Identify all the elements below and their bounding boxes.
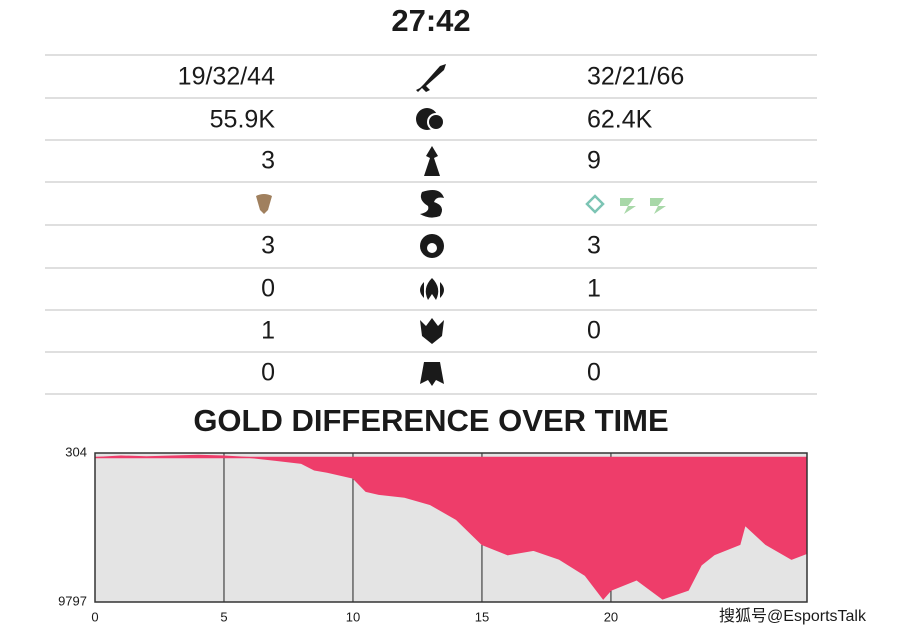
- x-tick-label: 20: [604, 609, 618, 624]
- herald-icon: [420, 234, 444, 258]
- separators: [45, 54, 817, 395]
- baron-left: 1: [261, 317, 275, 345]
- elder-left: 0: [261, 275, 275, 303]
- gold-left: 55.9K: [210, 106, 276, 134]
- inhib-right: 0: [587, 359, 601, 387]
- tower-icon: [424, 146, 440, 176]
- baron-right: 0: [587, 317, 601, 345]
- x-tick-label: 15: [475, 609, 489, 624]
- plot-frame: [94, 452, 808, 603]
- right-dragon-icon: [620, 198, 636, 214]
- timer: 27:42: [391, 3, 470, 38]
- elder-right: 1: [587, 275, 601, 303]
- y-tick-label: 304: [65, 444, 87, 459]
- dragon-icon: [420, 190, 444, 218]
- y-tick-label: 9797: [58, 593, 87, 608]
- towers-right: 9: [587, 147, 601, 175]
- baron-icon: [420, 318, 444, 344]
- right-dragon-icon: [585, 194, 605, 214]
- towers-left: 3: [261, 147, 275, 175]
- x-tick-label: 0: [91, 609, 98, 624]
- inhib-left: 0: [261, 359, 275, 387]
- watermark: 搜狐号@EsportsTalk: [719, 607, 867, 625]
- gold-right: 62.4K: [587, 106, 653, 134]
- right-dragon-icon: [650, 198, 666, 214]
- heralds-right: 3: [587, 232, 601, 260]
- chart-title: GOLD DIFFERENCE OVER TIME: [193, 403, 668, 438]
- heralds-left: 3: [261, 232, 275, 260]
- gold-icon: [416, 108, 445, 131]
- kda-right: 32/21/66: [587, 63, 684, 91]
- plot: [94, 453, 808, 602]
- elder-icon: [420, 278, 444, 300]
- left-dragon-icon: [256, 194, 272, 214]
- x-tick-label: 5: [220, 609, 227, 624]
- sword-icon: [416, 64, 446, 92]
- kda-left: 19/32/44: [178, 63, 275, 91]
- x-tick-label: 10: [346, 609, 360, 624]
- inhibitor-icon: [420, 362, 444, 386]
